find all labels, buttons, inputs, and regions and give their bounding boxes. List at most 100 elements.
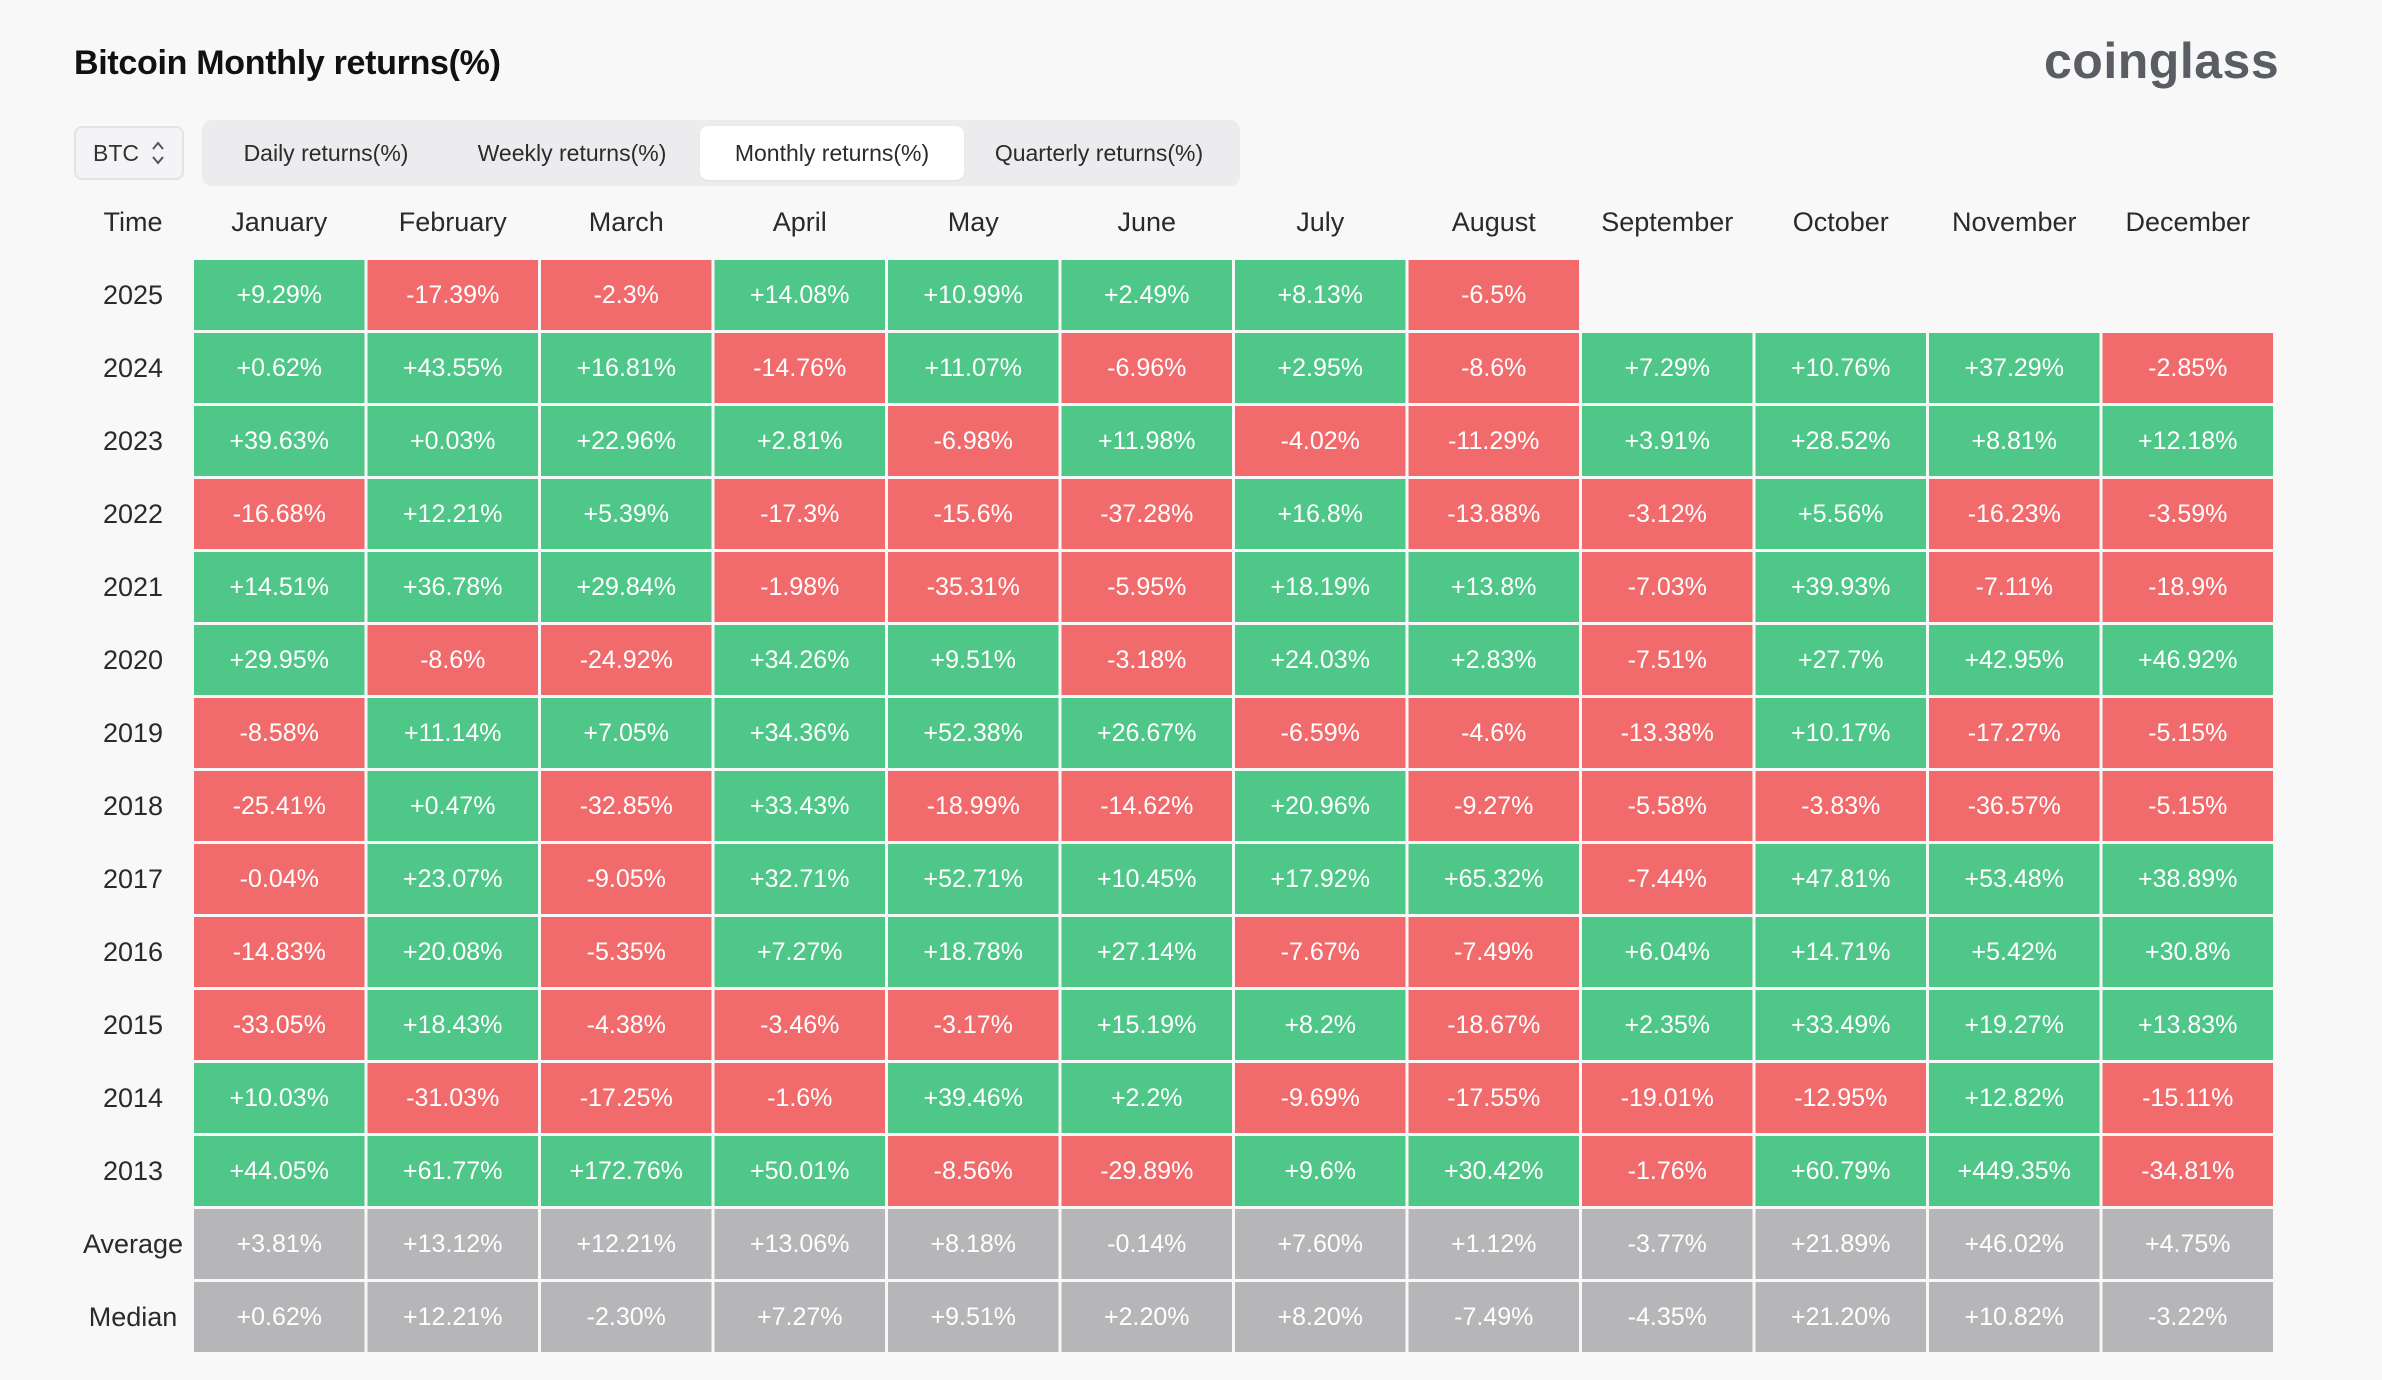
return-cell-value: -9.05% xyxy=(587,865,666,893)
return-cell xyxy=(541,260,712,330)
return-cell xyxy=(714,1136,885,1206)
summary-cell-value: +9.51% xyxy=(931,1303,1017,1331)
return-cell-value: -8.6% xyxy=(420,646,485,674)
return-cell-value: +20.96% xyxy=(1271,792,1370,820)
summary-cell xyxy=(714,1209,885,1279)
return-cell xyxy=(2102,333,2273,403)
up-down-chevron-icon xyxy=(151,140,165,166)
return-cell xyxy=(541,844,712,914)
return-cell-value: -37.28% xyxy=(1100,500,1193,528)
return-cell-value: +42.95% xyxy=(1965,646,2064,674)
return-cell-value: +52.38% xyxy=(924,719,1023,747)
return-cell-value: +11.07% xyxy=(924,354,1022,382)
return-cell xyxy=(2102,1063,2273,1133)
summary-cell-value: +8.18% xyxy=(931,1230,1017,1258)
return-cell-value: +14.08% xyxy=(750,281,849,309)
return-cell-value: +0.62% xyxy=(237,354,323,382)
return-cell xyxy=(888,1136,1059,1206)
return-cell xyxy=(1061,260,1232,330)
return-cell xyxy=(194,917,365,987)
return-cell xyxy=(1929,479,2100,549)
return-cell-value: +18.19% xyxy=(1271,573,1370,601)
return-cell-value: -16.68% xyxy=(233,500,326,528)
summary-cell-value: -2.30% xyxy=(587,1303,666,1331)
return-cell-value: -7.11% xyxy=(1976,573,2053,601)
return-cell-value: +10.03% xyxy=(230,1084,329,1112)
summary-cell-value: +13.12% xyxy=(403,1230,502,1258)
return-cell xyxy=(194,698,365,768)
month-column-header: December xyxy=(2125,207,2250,237)
return-cell xyxy=(1582,844,1753,914)
year-row-label: 2021 xyxy=(103,572,163,602)
return-cell-value: +36.78% xyxy=(403,573,502,601)
return-cell xyxy=(714,625,885,695)
summary-row-label: Median xyxy=(89,1302,178,1332)
return-cell xyxy=(1582,1063,1753,1133)
return-cell-value: -19.01% xyxy=(1621,1084,1714,1112)
return-cell xyxy=(888,844,1059,914)
return-cell-value: +10.76% xyxy=(1791,354,1890,382)
return-cell xyxy=(2102,917,2273,987)
return-cell xyxy=(541,917,712,987)
summary-cell xyxy=(1755,1282,1926,1352)
return-cell xyxy=(367,771,538,841)
return-cell xyxy=(1061,625,1232,695)
return-cell-value: +27.14% xyxy=(1097,938,1196,966)
summary-cell-value: +12.21% xyxy=(577,1230,676,1258)
return-cell xyxy=(194,406,365,476)
return-cell xyxy=(1755,552,1926,622)
return-cell xyxy=(367,260,538,330)
return-cell xyxy=(1235,406,1406,476)
return-cell xyxy=(714,990,885,1060)
return-cell xyxy=(1061,990,1232,1060)
summary-cell-value: -3.22% xyxy=(2148,1303,2227,1331)
return-cell-value: +449.35% xyxy=(1958,1157,2071,1185)
return-cell-value: +24.03% xyxy=(1271,646,1370,674)
return-cell xyxy=(1929,552,2100,622)
summary-cell xyxy=(888,1209,1059,1279)
month-column-header: March xyxy=(589,207,664,237)
return-cell-value: +15.19% xyxy=(1097,1011,1196,1039)
return-cell xyxy=(888,260,1059,330)
return-cell xyxy=(1755,1136,1926,1206)
return-cell xyxy=(1582,1136,1753,1206)
return-cell xyxy=(1929,625,2100,695)
return-cell xyxy=(194,771,365,841)
return-cell-value: -35.31% xyxy=(927,573,1020,601)
return-cell xyxy=(1061,698,1232,768)
month-column-header: May xyxy=(948,207,1000,237)
return-cell-value: +2.95% xyxy=(1278,354,1364,382)
return-cell xyxy=(2102,479,2273,549)
return-cell xyxy=(1408,1063,1579,1133)
year-row-label: 2023 xyxy=(103,426,163,456)
return-cell-value: +11.14% xyxy=(404,719,502,747)
brand-logo: coinglass xyxy=(2044,33,2280,89)
tab-quarterly-returns[interactable]: Quarterly returns(%) xyxy=(994,139,1204,166)
return-cell xyxy=(1235,625,1406,695)
return-cell-value: +32.71% xyxy=(750,865,849,893)
return-cell-value: -7.49% xyxy=(1454,938,1533,966)
month-column-header: June xyxy=(1117,207,1176,237)
return-cell xyxy=(541,625,712,695)
return-cell xyxy=(1755,479,1926,549)
return-cell xyxy=(1582,990,1753,1060)
tab-daily-returns[interactable]: Daily returns(%) xyxy=(243,139,409,166)
tab-weekly-returns[interactable]: Weekly returns(%) xyxy=(477,139,667,166)
return-cell-value: -5.95% xyxy=(1107,573,1186,601)
return-cell-value: +12.18% xyxy=(2138,427,2237,455)
return-cell-value: -17.25% xyxy=(580,1084,673,1112)
return-cell-value: -33.05% xyxy=(233,1011,326,1039)
return-cell-value: +7.05% xyxy=(584,719,670,747)
return-cell xyxy=(194,1063,365,1133)
return-cell xyxy=(1235,917,1406,987)
summary-cell-value: -3.77% xyxy=(1628,1230,1707,1258)
return-cell xyxy=(1235,260,1406,330)
return-cell xyxy=(1235,1063,1406,1133)
return-cell-value: +37.29% xyxy=(1965,354,2064,382)
coin-select[interactable]: BTC xyxy=(74,126,184,180)
tab-monthly-returns[interactable]: Monthly returns(%) xyxy=(700,126,964,180)
return-cell-value: +12.82% xyxy=(1965,1084,2064,1112)
return-cell-value: +28.52% xyxy=(1791,427,1890,455)
return-cell xyxy=(367,917,538,987)
